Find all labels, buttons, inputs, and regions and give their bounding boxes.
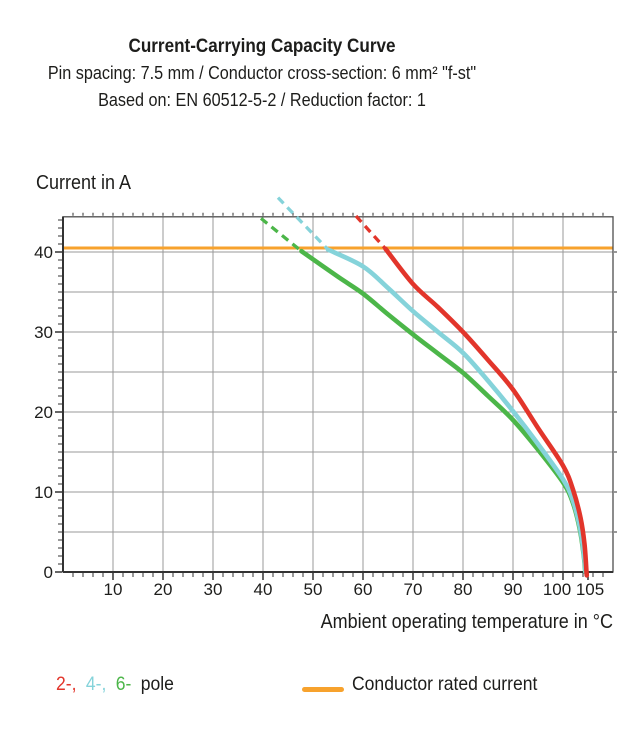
- legend-pole-item: 2-,: [56, 673, 77, 695]
- x-axis-title: Ambient operating temperature in °C: [320, 611, 613, 633]
- chart-header: Current-Carrying Capacity Curve Pin spac…: [26, 33, 498, 114]
- legend-pole-item: 6-: [115, 673, 132, 695]
- series-solid-4-pole: [325, 247, 588, 575]
- plot-border: [62, 216, 614, 573]
- y-axis-title: Current in A: [36, 172, 132, 194]
- rated-current-line-swatch: [302, 687, 344, 692]
- x-tick-label: 10: [104, 580, 123, 599]
- series-dashed-6-pole: [259, 217, 303, 253]
- chart-subtitle-spec: Pin spacing: 7.5 mm / Conductor cross-se…: [47, 63, 477, 83]
- x-tick-label: 70: [404, 580, 423, 599]
- series-dashed-4-pole: [276, 196, 330, 251]
- legend-rated-label: Conductor rated current: [352, 673, 538, 695]
- x-tick-label: 50: [304, 580, 323, 599]
- x-tick-label: 100: [543, 580, 571, 599]
- y-tick-label: 20: [34, 403, 53, 422]
- x-tick-label: 40: [254, 580, 273, 599]
- chart-title: Current-Carrying Capacity Curve: [128, 36, 396, 57]
- series-dashed-2-pole: [354, 214, 387, 250]
- x-tick-label: 80: [454, 580, 473, 599]
- x-tick-label: 30: [204, 580, 223, 599]
- legend-pole-suffix: pole: [140, 673, 174, 695]
- y-tick-label: 0: [44, 563, 53, 582]
- series-solid-2-pole: [383, 246, 590, 578]
- x-tick-label: 60: [354, 580, 373, 599]
- chart-subtitle-basis: Based on: EN 60512-5-2 / Reduction facto…: [98, 90, 426, 110]
- x-tick-label: 105: [576, 580, 604, 599]
- x-tick-label: 20: [154, 580, 173, 599]
- y-tick-label: 10: [34, 483, 53, 502]
- x-tick-label: 90: [504, 580, 523, 599]
- legend-poles: 2-, 4-, 6- pole: [56, 673, 178, 696]
- y-tick-label: 40: [34, 243, 53, 262]
- legend-pole-item: 4-,: [85, 673, 107, 695]
- y-tick-label: 30: [34, 323, 53, 342]
